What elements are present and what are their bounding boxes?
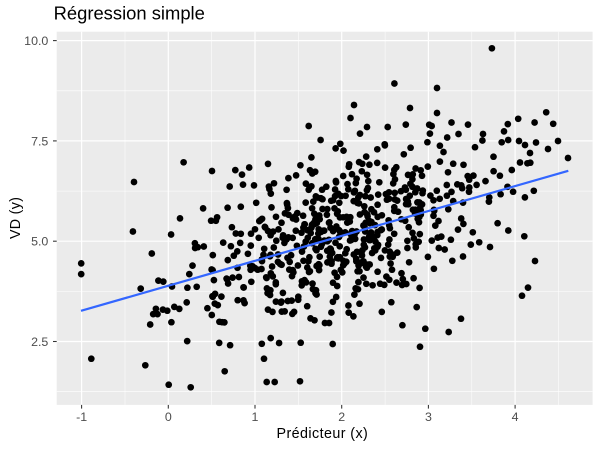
- svg-text:10.0: 10.0: [24, 34, 48, 48]
- svg-text:7.5: 7.5: [31, 134, 48, 148]
- svg-text:5.0: 5.0: [31, 235, 48, 249]
- svg-text:2: 2: [338, 410, 345, 424]
- svg-text:-1: -1: [76, 410, 87, 424]
- svg-text:0: 0: [165, 410, 172, 424]
- svg-text:1: 1: [252, 410, 259, 424]
- svg-text:Prédicteur (x): Prédicteur (x): [277, 426, 369, 442]
- svg-text:Régression simple: Régression simple: [54, 2, 205, 23]
- svg-text:4: 4: [512, 410, 519, 424]
- svg-text:2.5: 2.5: [31, 335, 48, 349]
- svg-text:3: 3: [425, 410, 432, 424]
- svg-text:VD (y): VD (y): [8, 197, 24, 239]
